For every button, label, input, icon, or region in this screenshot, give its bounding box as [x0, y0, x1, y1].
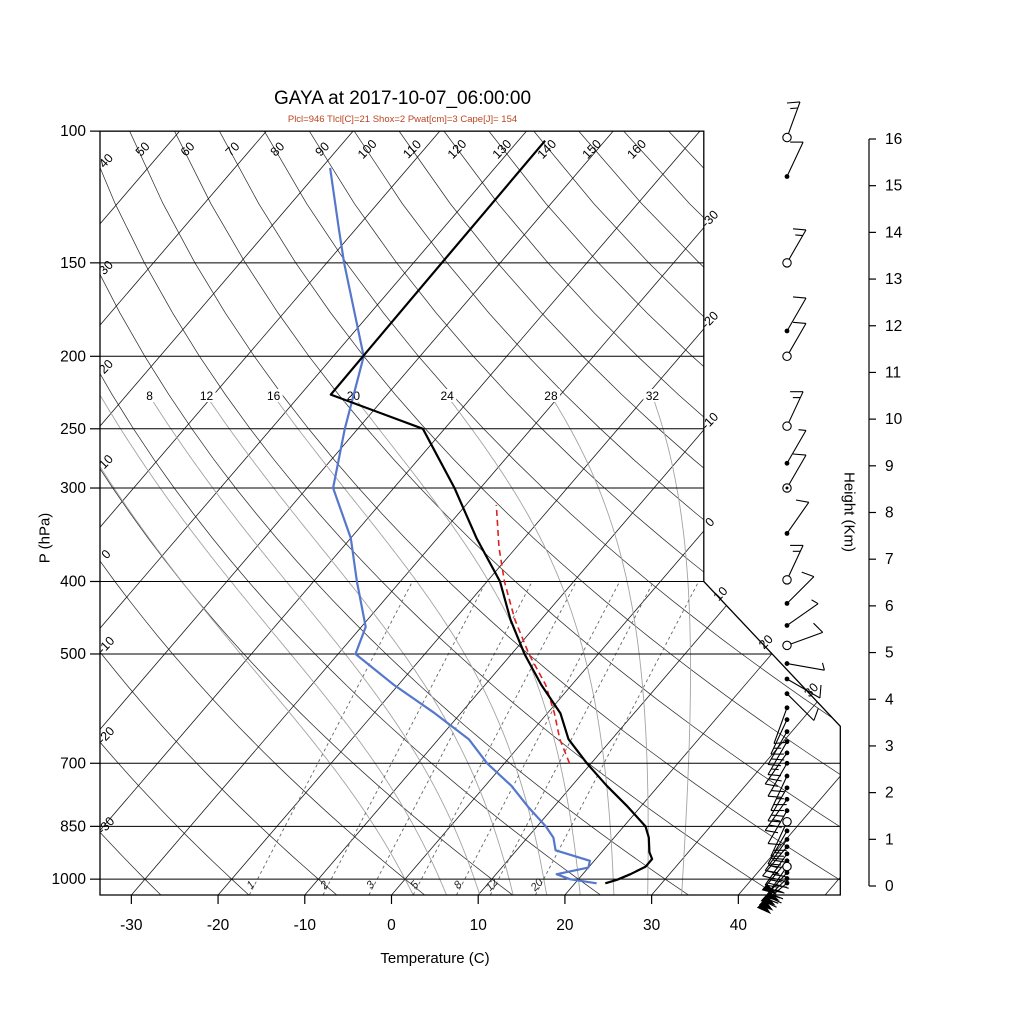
svg-text:9: 9: [885, 458, 894, 475]
svg-text:8: 8: [885, 505, 894, 522]
svg-text:12: 12: [885, 318, 902, 335]
svg-text:60: 60: [178, 139, 198, 159]
svg-text:20: 20: [556, 917, 574, 934]
moist-adiabat-labels: 8 12 16 20 24 28 32: [143, 389, 662, 403]
svg-text:3: 3: [364, 878, 377, 891]
temperature-axis: -30 -20 -10 0 10 20 30 40: [120, 895, 747, 934]
parcel-curve: [495, 504, 571, 764]
svg-text:4: 4: [885, 691, 894, 708]
svg-text:300: 300: [60, 480, 86, 497]
svg-text:-20: -20: [207, 917, 230, 934]
svg-text:1: 1: [885, 831, 894, 848]
svg-text:28: 28: [544, 389, 558, 403]
svg-text:400: 400: [60, 573, 86, 590]
svg-text:90: 90: [313, 139, 333, 159]
svg-text:10: 10: [470, 917, 488, 934]
svg-text:20: 20: [756, 632, 776, 652]
chart-title: GAYA at 2017-10-07_06:00:00: [273, 88, 532, 109]
svg-text:130: 130: [490, 137, 515, 162]
moist-adiabat-lines: [100, 395, 691, 896]
svg-text:-20: -20: [699, 309, 722, 332]
svg-text:120: 120: [445, 137, 470, 162]
svg-text:12: 12: [200, 389, 214, 403]
sounding-curves: [329, 139, 654, 885]
svg-text:5: 5: [885, 645, 894, 662]
plot-outline: [99, 130, 841, 896]
pressure-axis: 100 150 200 250 300 400 500 700 850 1000: [52, 123, 100, 888]
svg-text:1000: 1000: [52, 871, 87, 888]
svg-text:20: 20: [96, 357, 116, 377]
svg-text:0: 0: [702, 515, 717, 530]
svg-text:0: 0: [99, 547, 114, 562]
svg-text:500: 500: [60, 646, 86, 663]
svg-text:100: 100: [355, 137, 380, 162]
svg-text:15: 15: [885, 178, 902, 195]
svg-text:0: 0: [387, 917, 396, 934]
svg-text:32: 32: [646, 389, 660, 403]
svg-text:10: 10: [711, 584, 731, 604]
svg-text:40: 40: [730, 917, 748, 934]
svg-text:7: 7: [885, 551, 894, 568]
svg-text:250: 250: [60, 421, 86, 438]
svg-text:110: 110: [400, 137, 424, 161]
svg-text:6: 6: [885, 598, 894, 615]
svg-text:16: 16: [267, 389, 281, 403]
svg-text:2: 2: [885, 785, 894, 802]
temperature-axis-title: Temperature (C): [380, 950, 490, 967]
svg-text:-10: -10: [95, 634, 118, 657]
svg-text:0: 0: [885, 878, 894, 895]
svg-text:1: 1: [245, 879, 258, 892]
svg-text:40: 40: [96, 151, 116, 171]
svg-text:11: 11: [885, 364, 901, 381]
wind-barbs: [756, 101, 825, 915]
svg-text:150: 150: [580, 137, 605, 162]
svg-text:30: 30: [96, 258, 116, 278]
svg-text:10: 10: [885, 411, 903, 428]
dewpoint-curve: [329, 167, 597, 885]
svg-text:100: 100: [60, 123, 86, 140]
svg-text:10: 10: [96, 452, 116, 472]
svg-text:16: 16: [885, 131, 902, 148]
svg-text:3: 3: [885, 738, 894, 755]
svg-text:8: 8: [146, 389, 153, 403]
svg-text:200: 200: [60, 348, 86, 365]
svg-text:700: 700: [60, 755, 86, 772]
svg-text:-20: -20: [95, 724, 118, 747]
svg-text:850: 850: [60, 818, 86, 835]
svg-text:2: 2: [318, 879, 332, 892]
chart-subtitle: Plcl=946 Tlcl[C]=21 Shox=2 Pwat[cm]=3 Ca…: [287, 114, 518, 125]
svg-text:-10: -10: [294, 917, 317, 934]
svg-text:13: 13: [885, 271, 902, 288]
svg-text:14: 14: [885, 224, 903, 241]
svg-text:8: 8: [452, 878, 465, 891]
svg-text:-30: -30: [120, 917, 143, 934]
svg-text:150: 150: [60, 255, 86, 272]
svg-text:50: 50: [133, 139, 153, 159]
svg-text:-30: -30: [699, 208, 722, 231]
temperature-curve: [329, 139, 654, 885]
svg-text:24: 24: [440, 389, 454, 403]
svg-text:30: 30: [643, 917, 661, 934]
svg-text:160: 160: [625, 137, 650, 162]
svg-text:-30: -30: [95, 814, 118, 837]
mixing-ratio-lines: [248, 581, 699, 896]
